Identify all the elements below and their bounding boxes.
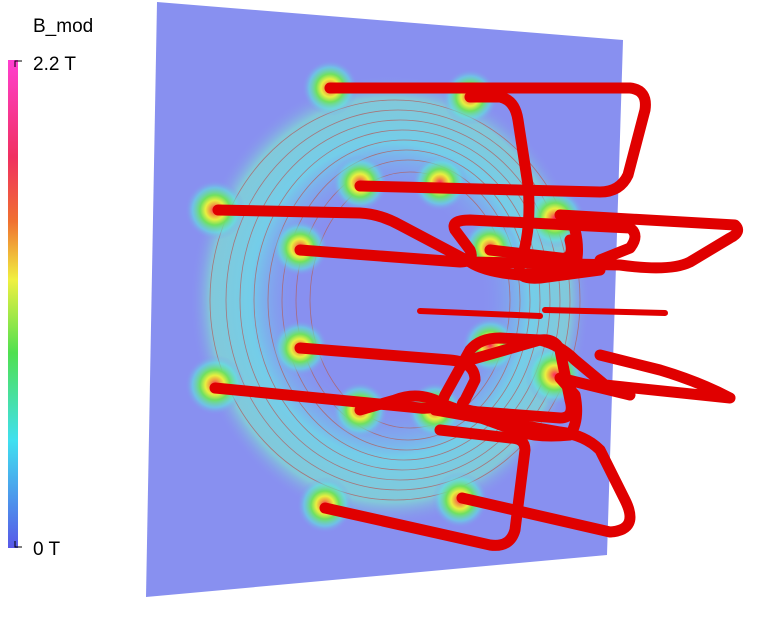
colorbar-min-label: 0 T <box>33 539 61 560</box>
colorbar-title: B_mod <box>33 16 93 37</box>
coils <box>209 82 744 551</box>
colorbar-ticks <box>14 60 22 548</box>
colorbar-max-label: 2.2 T <box>33 54 76 75</box>
colorbar <box>8 60 18 548</box>
contour-lines <box>209 99 581 501</box>
